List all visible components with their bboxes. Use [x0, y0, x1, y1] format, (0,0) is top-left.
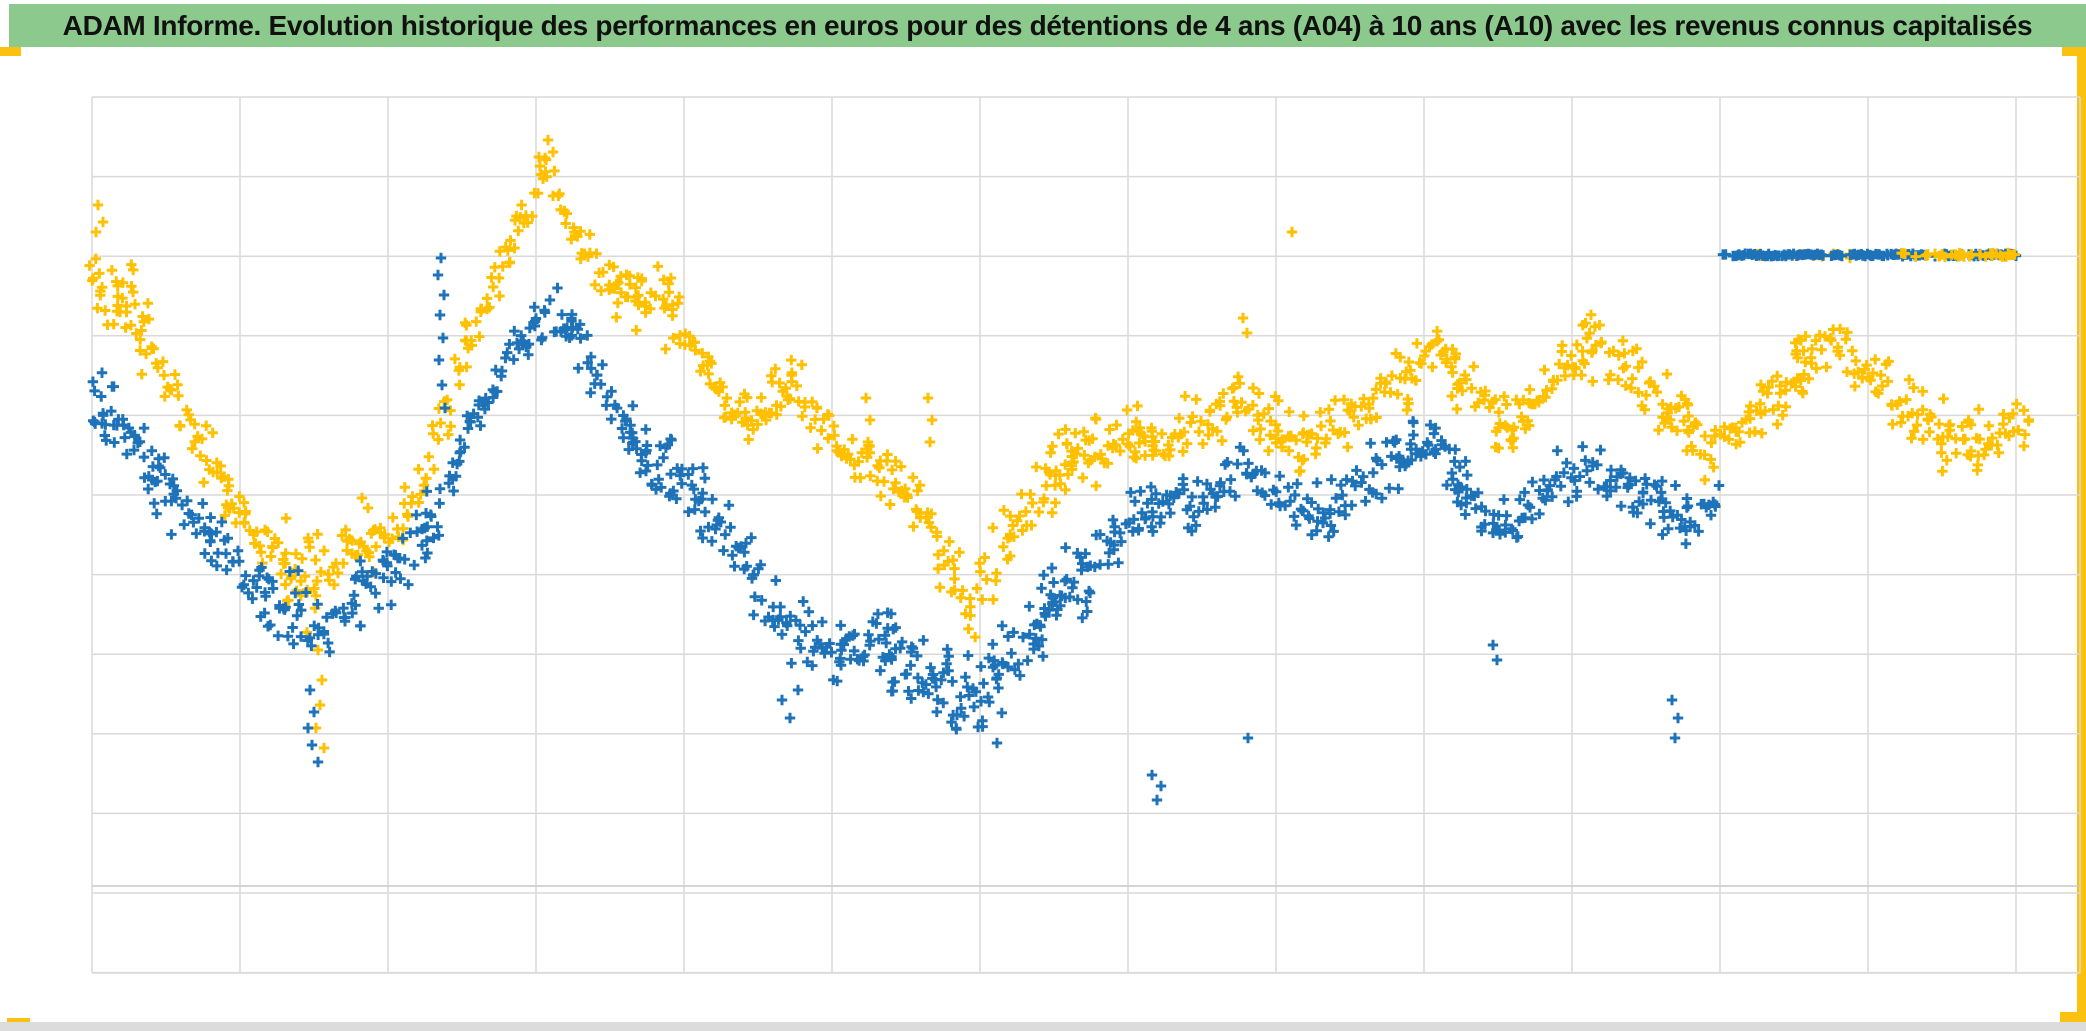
gold-series-points: [84, 134, 2034, 754]
accent-right-bar: [2077, 47, 2086, 1022]
accent-bottom-right-foot: [2060, 1012, 2086, 1022]
title-banner: ADAM Informe. Evolution historique des p…: [9, 4, 2086, 47]
blue-series-points: [87, 252, 1725, 806]
gold-flat-over: [1896, 247, 2020, 263]
bottom-edge-strip: [0, 1022, 2086, 1031]
chart-title: ADAM Informe. Evolution historique des p…: [62, 9, 2033, 41]
accent-left-tab: [0, 47, 21, 56]
accent-top-right-bracket: [2062, 47, 2086, 56]
